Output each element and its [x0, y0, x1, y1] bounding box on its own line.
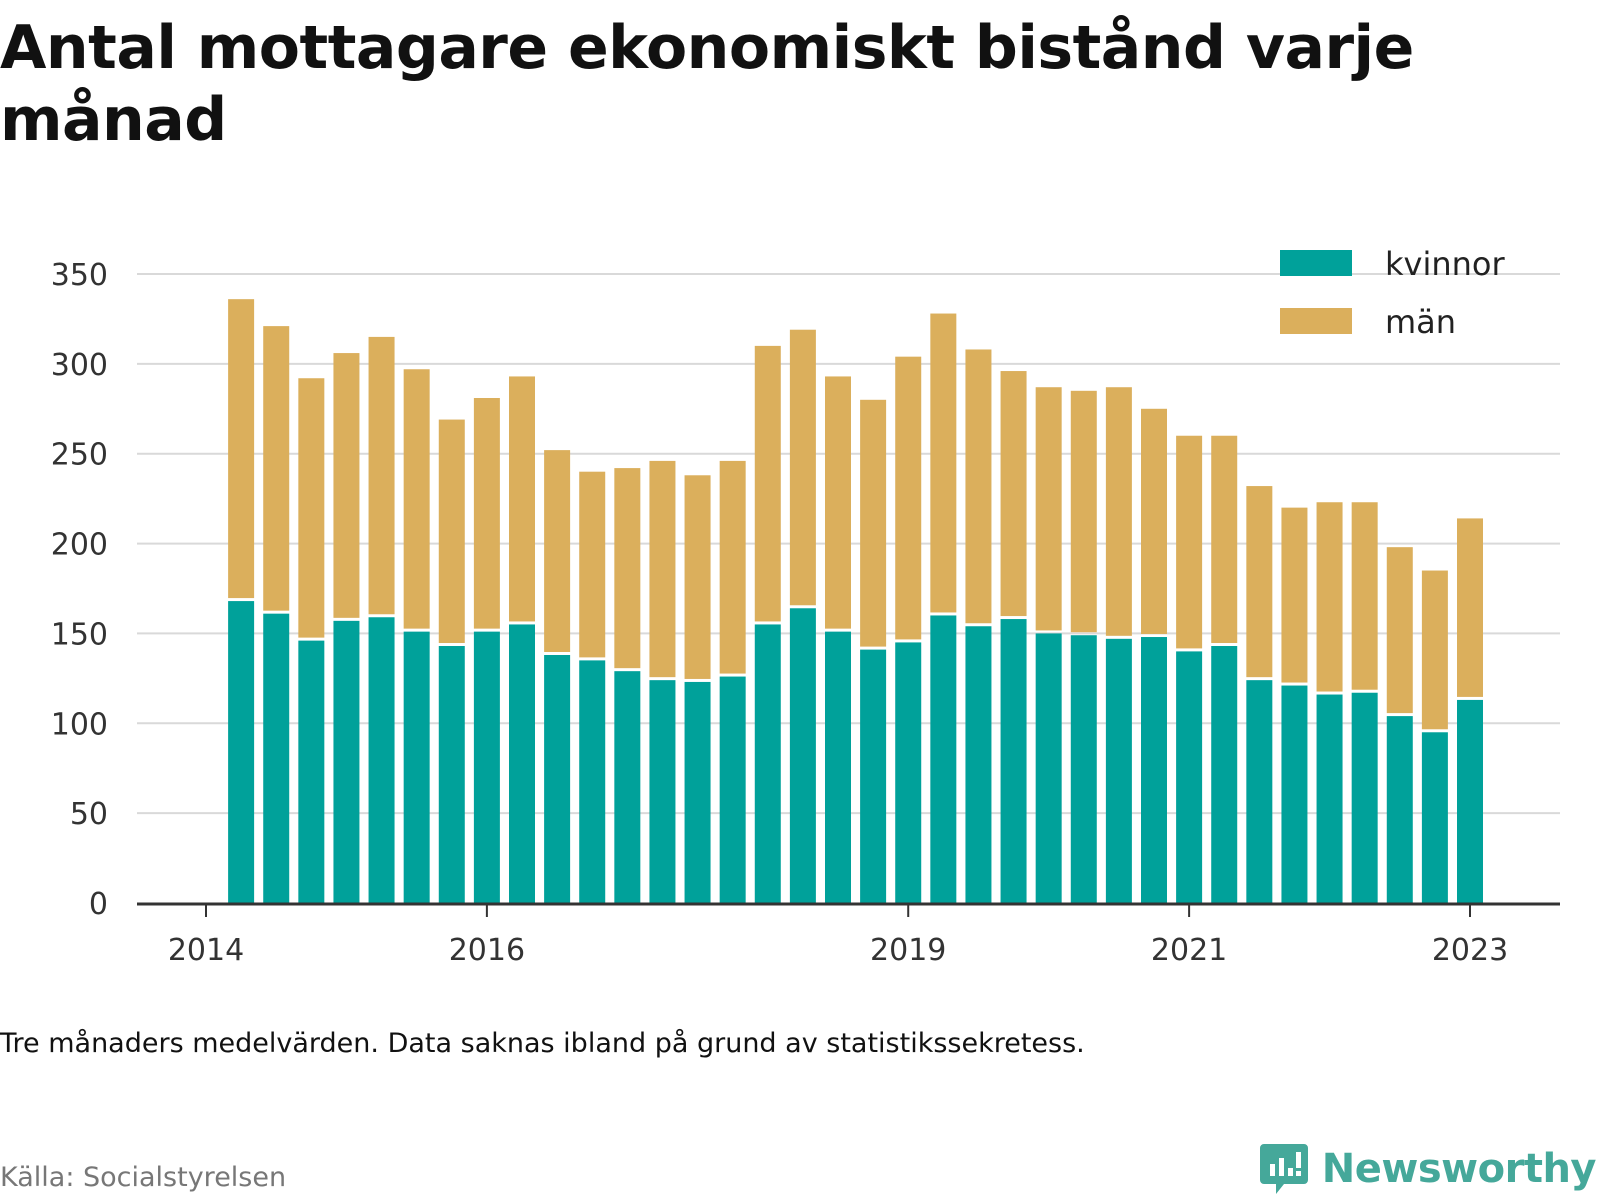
bar-man [1070, 390, 1097, 633]
legend-label: kvinnor [1385, 245, 1506, 283]
bar-man [333, 353, 360, 618]
x-tick-label: 2023 [1432, 933, 1508, 968]
stacked-bar-chart: 0 50 100 150 200 250 300 350 2014 2016 2019 2021 202… [51, 245, 1560, 968]
bar-kvinnor [649, 680, 676, 903]
bar-man [368, 336, 395, 615]
bar-man [1176, 435, 1203, 649]
chart-title: Antal mottagare ekonomiskt bistånd varje… [0, 13, 1414, 155]
y-tick-label: 50 [70, 797, 108, 832]
bar-man [1141, 408, 1167, 635]
legend-label: män [1385, 303, 1456, 341]
bar-kvinnor [895, 642, 922, 903]
y-tick-label: 150 [51, 617, 108, 652]
bars [228, 299, 1483, 903]
bar-man [1105, 387, 1132, 636]
bar-man [825, 376, 851, 629]
bar-kvinnor [789, 608, 816, 903]
bar-kvinnor [1070, 635, 1097, 903]
bar-man [1035, 387, 1062, 631]
bar-man [684, 475, 711, 679]
bar-man [298, 378, 325, 638]
bar-kvinnor [1421, 732, 1448, 903]
y-tick-label: 100 [51, 707, 108, 742]
brand-logo: Newsworthy [1258, 1142, 1597, 1196]
bar-kvinnor [438, 646, 465, 903]
bar-man [1000, 371, 1027, 617]
y-tick-label: 300 [51, 348, 108, 383]
axes: 0 50 100 150 200 250 300 350 2014 2016 2019 2021 202… [51, 258, 1560, 968]
bar-man [403, 369, 430, 629]
y-tick-label: 200 [51, 528, 108, 563]
source-label: Källa: Socialstyrelsen [0, 1162, 287, 1193]
bar-kvinnor [1386, 716, 1413, 903]
bar-man [789, 329, 816, 606]
bar-man [1421, 570, 1448, 730]
bar-kvinnor [684, 681, 711, 903]
bar-kvinnor [1000, 619, 1027, 903]
legend-swatch [1280, 308, 1352, 334]
chart-note: Tre månaders medelvärden. Data saknas ib… [0, 1028, 1085, 1059]
bar-man [649, 460, 676, 678]
bar-kvinnor [544, 654, 571, 903]
bar-man [509, 376, 535, 622]
bar-man [579, 471, 606, 658]
bar-kvinnor [263, 613, 290, 903]
bar-man [473, 398, 500, 629]
bar-kvinnor [860, 649, 887, 903]
bar-man [860, 399, 887, 647]
bar-kvinnor [825, 631, 851, 903]
bar-man [544, 450, 571, 652]
bar-man [895, 356, 922, 640]
bar-man [1316, 502, 1343, 692]
bar-kvinnor [930, 615, 957, 903]
x-tick-label: 2016 [449, 933, 525, 968]
brand-name: Newsworthy [1321, 1146, 1597, 1192]
bar-man [1386, 547, 1413, 714]
bar-man [930, 313, 957, 613]
bar-man [1246, 486, 1273, 678]
bar-man [614, 468, 641, 669]
y-tick-label: 0 [89, 887, 108, 922]
bar-kvinnor [368, 617, 395, 903]
bar-man [438, 419, 465, 644]
bar-kvinnor [965, 626, 992, 903]
bar-man [1211, 435, 1238, 644]
bar-kvinnor [333, 620, 360, 903]
bar-man [1457, 518, 1483, 697]
x-tick-label: 2019 [870, 933, 946, 968]
legend: kvinnor män [1280, 245, 1506, 341]
bar-man [1351, 502, 1378, 690]
bar-kvinnor [473, 631, 500, 903]
bar-man [263, 326, 290, 611]
x-tick-label: 2021 [1151, 933, 1227, 968]
bar-kvinnor [719, 676, 746, 903]
bar-kvinnor [1105, 638, 1132, 903]
y-tick-label: 250 [51, 438, 108, 473]
bar-kvinnor [1457, 699, 1483, 903]
y-tick-label: 350 [51, 258, 108, 293]
bar-kvinnor [579, 660, 606, 903]
bar-man [228, 299, 255, 599]
bar-kvinnor [1316, 694, 1343, 903]
bar-kvinnor [614, 671, 641, 903]
bar-kvinnor [1035, 633, 1062, 903]
bar-kvinnor [1211, 646, 1238, 903]
bar-kvinnor [298, 640, 325, 903]
bar-kvinnor [754, 624, 781, 903]
bar-kvinnor [1281, 685, 1308, 903]
bar-kvinnor [509, 624, 535, 903]
legend-swatch [1280, 250, 1352, 276]
bar-man [754, 345, 781, 622]
bar-kvinnor [403, 631, 430, 903]
bar-kvinnor [1141, 637, 1167, 903]
bar-kvinnor [1351, 692, 1378, 903]
bar-man [1281, 507, 1308, 683]
bar-kvinnor [228, 601, 255, 903]
bar-kvinnor [1246, 680, 1273, 903]
x-tick-label: 2014 [168, 933, 244, 968]
newsworthy-logo-icon [1259, 1144, 1308, 1194]
bar-man [719, 460, 746, 674]
bar-man [965, 349, 992, 624]
bar-kvinnor [1176, 651, 1203, 903]
